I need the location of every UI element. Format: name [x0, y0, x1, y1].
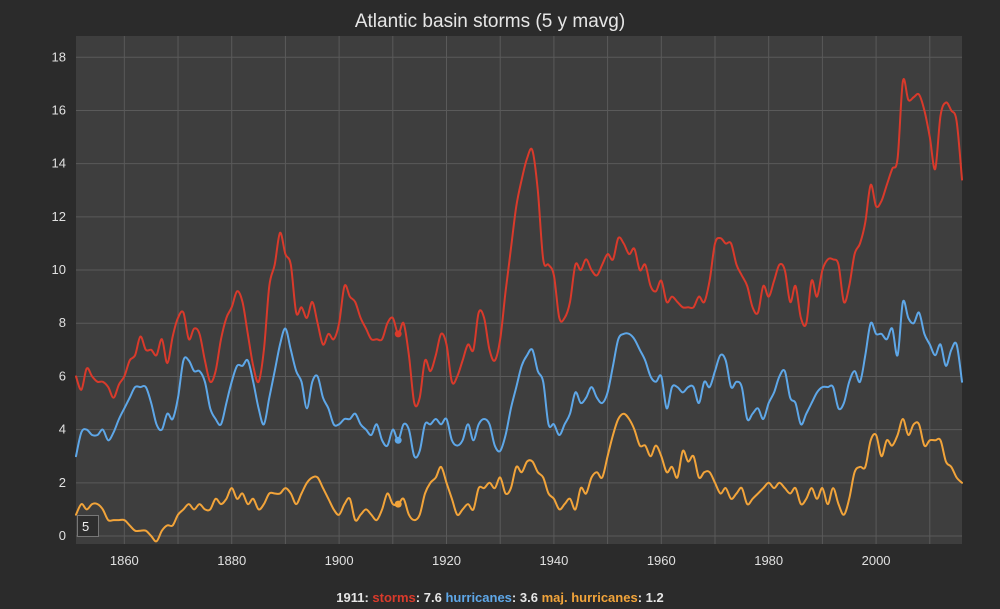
x-tick-label-1960: 1960	[647, 553, 676, 568]
hover-hurricanes-label: hurricanes	[445, 590, 512, 605]
hover-storms-label: storms	[372, 590, 416, 605]
smoothing-window-input[interactable]	[77, 515, 99, 537]
x-tick-label-1980: 1980	[754, 553, 783, 568]
x-tick-label-1860: 1860	[110, 553, 139, 568]
x-tick-label-2000: 2000	[862, 553, 891, 568]
y-tick-label-12: 12	[52, 209, 66, 224]
x-tick-label-1920: 1920	[432, 553, 461, 568]
hover-maj-value: 1.2	[645, 590, 664, 605]
series	[75, 78, 963, 543]
hover-hurricanes-value: 3.6	[519, 590, 538, 605]
y-tick-label-14: 14	[52, 156, 66, 171]
hover-marker-hurricanes	[394, 436, 402, 444]
series-line-hurricanes[interactable]	[75, 299, 963, 459]
y-tick-label-8: 8	[59, 315, 66, 330]
y-tick-label-2: 2	[59, 475, 66, 490]
hover-status: 1911: storms: 7.6 hurricanes: 3.6 maj. h…	[336, 590, 664, 605]
y-tick-label-0: 0	[59, 528, 66, 543]
hover-marker-storms	[394, 330, 402, 338]
y-tick-label-6: 6	[59, 368, 66, 383]
hover-marker-maj-hurricanes	[394, 500, 402, 508]
y-tick-label-4: 4	[59, 422, 66, 437]
x-tick-label-1880: 1880	[217, 553, 246, 568]
chart-title: Atlantic basin storms (5 y mavg)	[355, 11, 625, 32]
hover-year: 1911	[336, 590, 365, 605]
y-tick-label-10: 10	[52, 262, 66, 277]
y-tick-label-16: 16	[52, 102, 66, 117]
x-tick-label-1900: 1900	[325, 553, 354, 568]
series-line-storms[interactable]	[75, 78, 963, 408]
x-tick-label-1940: 1940	[539, 553, 568, 568]
grid	[76, 36, 962, 544]
hover-maj-label: maj. hurricanes	[541, 590, 638, 605]
axes: 1860 1880 1900 1920 1940 1960 1980 2000 0 2 4 6 8 10 1…	[52, 49, 891, 568]
y-tick-label-18: 18	[52, 49, 66, 64]
hover-storms-value: 7.6	[423, 590, 442, 605]
series-line-maj-hurricanes[interactable]	[75, 412, 963, 543]
hover-markers	[394, 330, 402, 508]
